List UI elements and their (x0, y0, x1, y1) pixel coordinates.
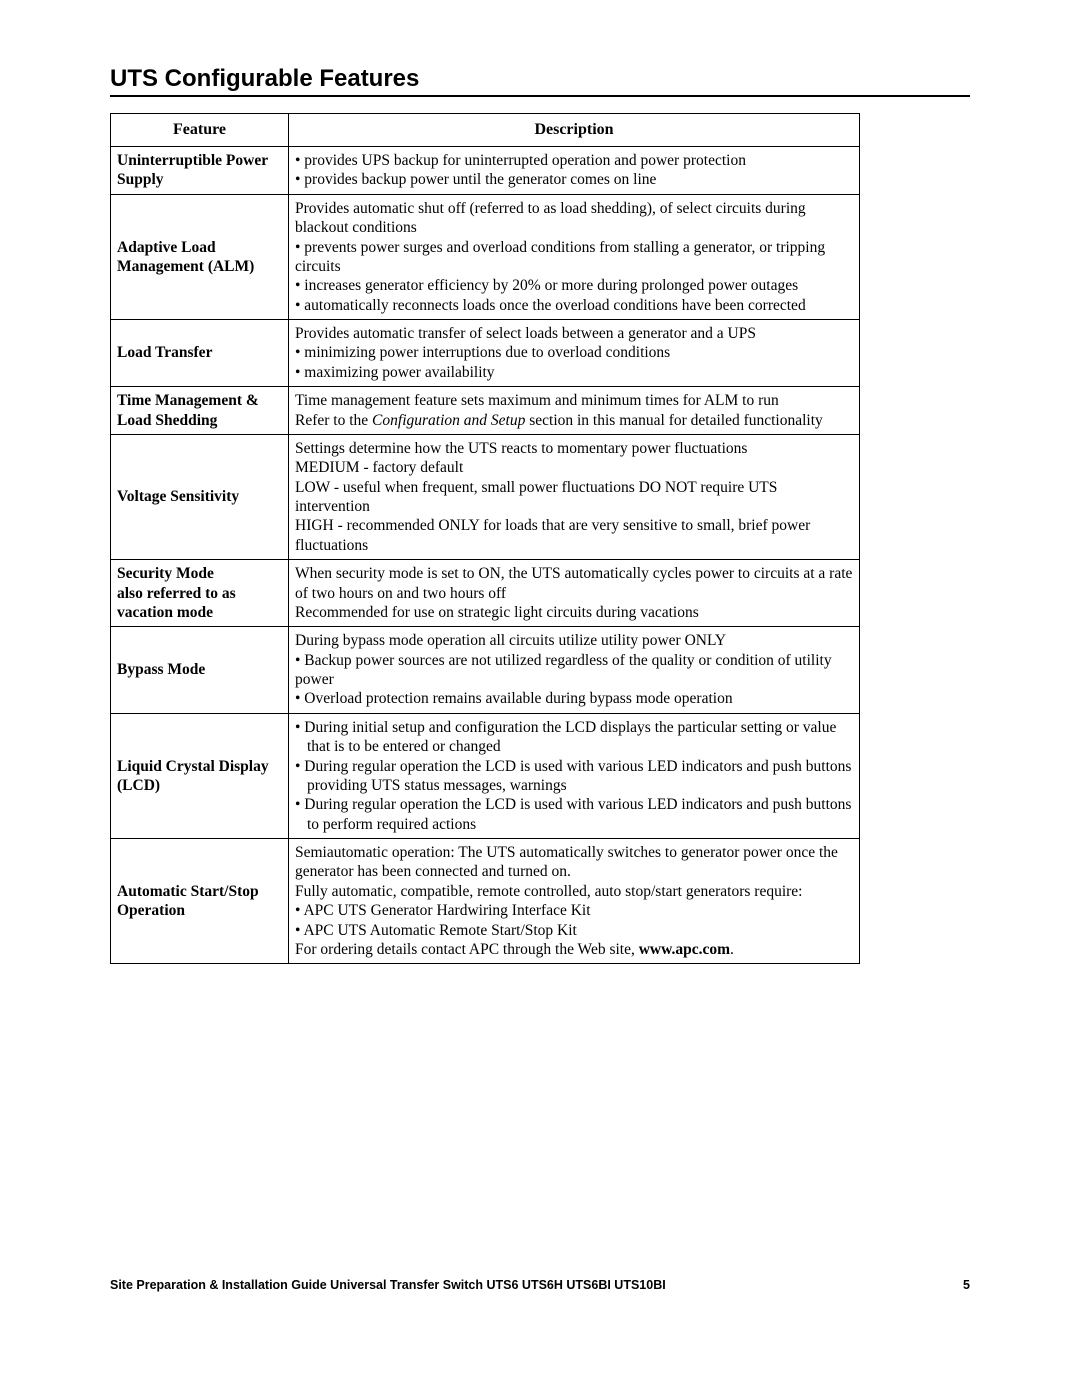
table-row: Time Management &Load Shedding Time manag… (111, 387, 860, 435)
col-header-feature: Feature (111, 114, 289, 147)
description-cell: Settings determine how the UTS reacts to… (289, 434, 860, 559)
description-cell: • During initial setup and configuration… (289, 713, 860, 838)
description-cell: When security mode is set to ON, the UTS… (289, 560, 860, 627)
table-row: Voltage Sensitivity Settings determine ho… (111, 434, 860, 559)
description-line: • provides UPS backup for uninterrupted … (295, 151, 853, 170)
description-line: For ordering details contact APC through… (295, 940, 853, 959)
description-line: • increases generator efficiency by 20% … (295, 276, 853, 295)
description-line: • maximizing power availability (295, 363, 853, 382)
description-line: Settings determine how the UTS reacts to… (295, 439, 853, 458)
table-row: Liquid Crystal Display(LCD)• During init… (111, 713, 860, 838)
description-line: HIGH - recommended ONLY for loads that a… (295, 516, 853, 555)
description-line: Provides automatic transfer of select lo… (295, 324, 853, 343)
table-row: Security Modealso referred to asvacation… (111, 560, 860, 627)
table-row: Uninterruptible PowerSupply • provides UP… (111, 147, 860, 195)
description-cell: During bypass mode operation all circuit… (289, 627, 860, 714)
feature-name-cell: Load Transfer (111, 320, 289, 387)
description-cell: Provides automatic transfer of select lo… (289, 320, 860, 387)
section-title: UTS Configurable Features (110, 65, 970, 97)
description-line: • automatically reconnects loads once th… (295, 296, 853, 315)
page: UTS Configurable Features Feature Descri… (0, 0, 1080, 964)
feature-name-cell: Adaptive LoadManagement (ALM) (111, 194, 289, 319)
feature-name-cell: Automatic Start/StopOperation (111, 839, 289, 964)
feature-name-cell: Liquid Crystal Display(LCD) (111, 713, 289, 838)
table-row: Automatic Start/StopOperationSemiautomat… (111, 839, 860, 964)
feature-name-cell: Voltage Sensitivity (111, 434, 289, 559)
description-line: • During initial setup and configuration… (295, 718, 853, 757)
feature-name-cell: Time Management &Load Shedding (111, 387, 289, 435)
table-header-row: Feature Description (111, 114, 860, 147)
feature-name-cell: Security Modealso referred to asvacation… (111, 560, 289, 627)
description-line: LOW - useful when frequent, small power … (295, 478, 853, 517)
description-line: Semiautomatic operation: The UTS automat… (295, 843, 853, 882)
table-row: Load Transfer Provides automatic transfer… (111, 320, 860, 387)
description-line: • minimizing power interruptions due to … (295, 343, 853, 362)
description-line: • Overload protection remains available … (295, 689, 853, 708)
col-header-description: Description (289, 114, 860, 147)
description-line: • APC UTS Automatic Remote Start/Stop Ki… (295, 921, 853, 940)
description-cell: Time management feature sets maximum and… (289, 387, 860, 435)
description-line: Fully automatic, compatible, remote cont… (295, 882, 853, 901)
description-line: • provides backup power until the genera… (295, 170, 853, 189)
features-table: Feature Description Uninterruptible Powe… (110, 113, 860, 964)
footer-page-number: 5 (963, 1278, 970, 1292)
description-line: Provides automatic shut off (referred to… (295, 199, 853, 238)
description-cell: • provides UPS backup for uninterrupted … (289, 147, 860, 195)
description-line: Recommended for use on strategic light c… (295, 603, 853, 622)
description-line: Time management feature sets maximum and… (295, 391, 853, 410)
page-footer: Site Preparation & Installation Guide Un… (0, 1278, 1080, 1292)
description-line: MEDIUM - factory default (295, 458, 853, 477)
description-cell: Provides automatic shut off (referred to… (289, 194, 860, 319)
description-cell: Semiautomatic operation: The UTS automat… (289, 839, 860, 964)
description-line: • Backup power sources are not utilized … (295, 651, 853, 690)
description-line: • During regular operation the LCD is us… (295, 795, 853, 834)
table-row: Bypass Mode During bypass mode operation … (111, 627, 860, 714)
description-line: • APC UTS Generator Hardwiring Interface… (295, 901, 853, 920)
description-line: When security mode is set to ON, the UTS… (295, 564, 853, 603)
description-line: Refer to the Configuration and Setup sec… (295, 411, 853, 430)
footer-left: Site Preparation & Installation Guide Un… (110, 1278, 666, 1292)
feature-name-cell: Uninterruptible PowerSupply (111, 147, 289, 195)
description-line: • During regular operation the LCD is us… (295, 757, 853, 796)
feature-name-cell: Bypass Mode (111, 627, 289, 714)
description-line: • prevents power surges and overload con… (295, 238, 853, 277)
description-line: During bypass mode operation all circuit… (295, 631, 853, 650)
table-row: Adaptive LoadManagement (ALM)Provides au… (111, 194, 860, 319)
